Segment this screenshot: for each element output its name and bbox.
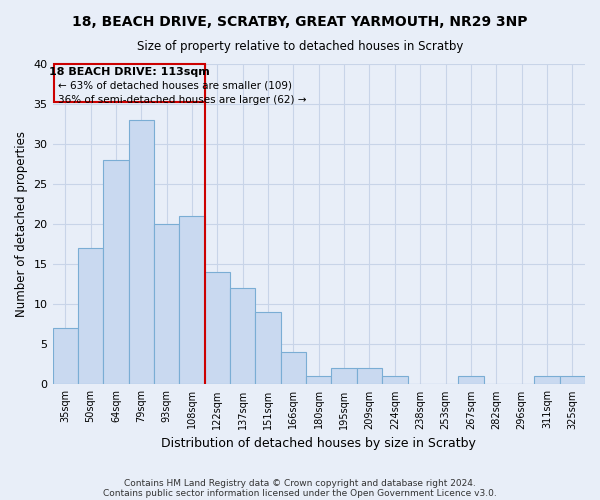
Bar [103,160,128,384]
Text: Size of property relative to detached houses in Scratby: Size of property relative to detached ho… [137,40,463,53]
Bar [306,376,331,384]
Bar [205,272,230,384]
Bar [331,368,357,384]
Bar [458,376,484,384]
Bar [382,376,407,384]
Text: ← 63% of detached houses are smaller (109): ← 63% of detached houses are smaller (10… [58,80,292,90]
Text: 36% of semi-detached houses are larger (62) →: 36% of semi-detached houses are larger (… [58,95,306,105]
Bar [230,288,256,384]
Bar [357,368,382,384]
Text: Contains public sector information licensed under the Open Government Licence v3: Contains public sector information licen… [103,488,497,498]
Bar [281,352,306,384]
Bar [154,224,179,384]
Bar [78,248,103,384]
Bar [53,328,78,384]
Bar [179,216,205,384]
FancyBboxPatch shape [54,64,205,102]
Bar [534,376,560,384]
Text: 18, BEACH DRIVE, SCRATBY, GREAT YARMOUTH, NR29 3NP: 18, BEACH DRIVE, SCRATBY, GREAT YARMOUTH… [72,15,528,29]
Text: 18 BEACH DRIVE: 113sqm: 18 BEACH DRIVE: 113sqm [49,67,209,77]
Bar [560,376,585,384]
Bar [128,120,154,384]
Bar [256,312,281,384]
X-axis label: Distribution of detached houses by size in Scratby: Distribution of detached houses by size … [161,437,476,450]
Text: Contains HM Land Registry data © Crown copyright and database right 2024.: Contains HM Land Registry data © Crown c… [124,478,476,488]
Y-axis label: Number of detached properties: Number of detached properties [15,131,28,317]
